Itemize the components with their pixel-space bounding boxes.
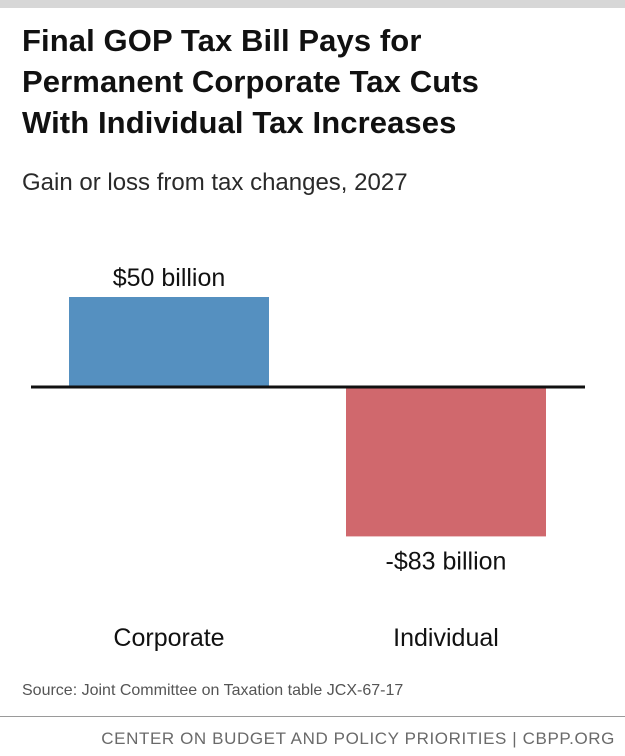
chart-title-line-1: Final GOP Tax Bill Pays for: [22, 23, 422, 58]
data-label-corporate: $50 billion: [113, 264, 226, 292]
category-label-individual: Individual: [393, 624, 499, 652]
data-label-individual: -$83 billion: [386, 547, 507, 575]
chart-title-line-3: With Individual Tax Increases: [22, 105, 457, 140]
category-label-corporate: Corporate: [113, 624, 224, 652]
footer-credit: CENTER ON BUDGET AND POLICY PRIORITIES |…: [101, 729, 615, 748]
chart-subtitle: Gain or loss from tax changes, 2027: [22, 169, 408, 196]
bar-individual: [346, 387, 546, 537]
footer-rule: [0, 716, 625, 717]
chart-title: Final GOP Tax Bill Pays for Permanent Co…: [22, 20, 612, 143]
bar-corporate: [69, 297, 269, 387]
source-note: Source: Joint Committee on Taxation tabl…: [22, 682, 404, 699]
top-rule: [0, 0, 625, 8]
bar-chart: $50 billion Corporate -$83 billion Individu…: [31, 264, 585, 652]
chart-title-line-2: Permanent Corporate Tax Cuts: [22, 64, 479, 99]
